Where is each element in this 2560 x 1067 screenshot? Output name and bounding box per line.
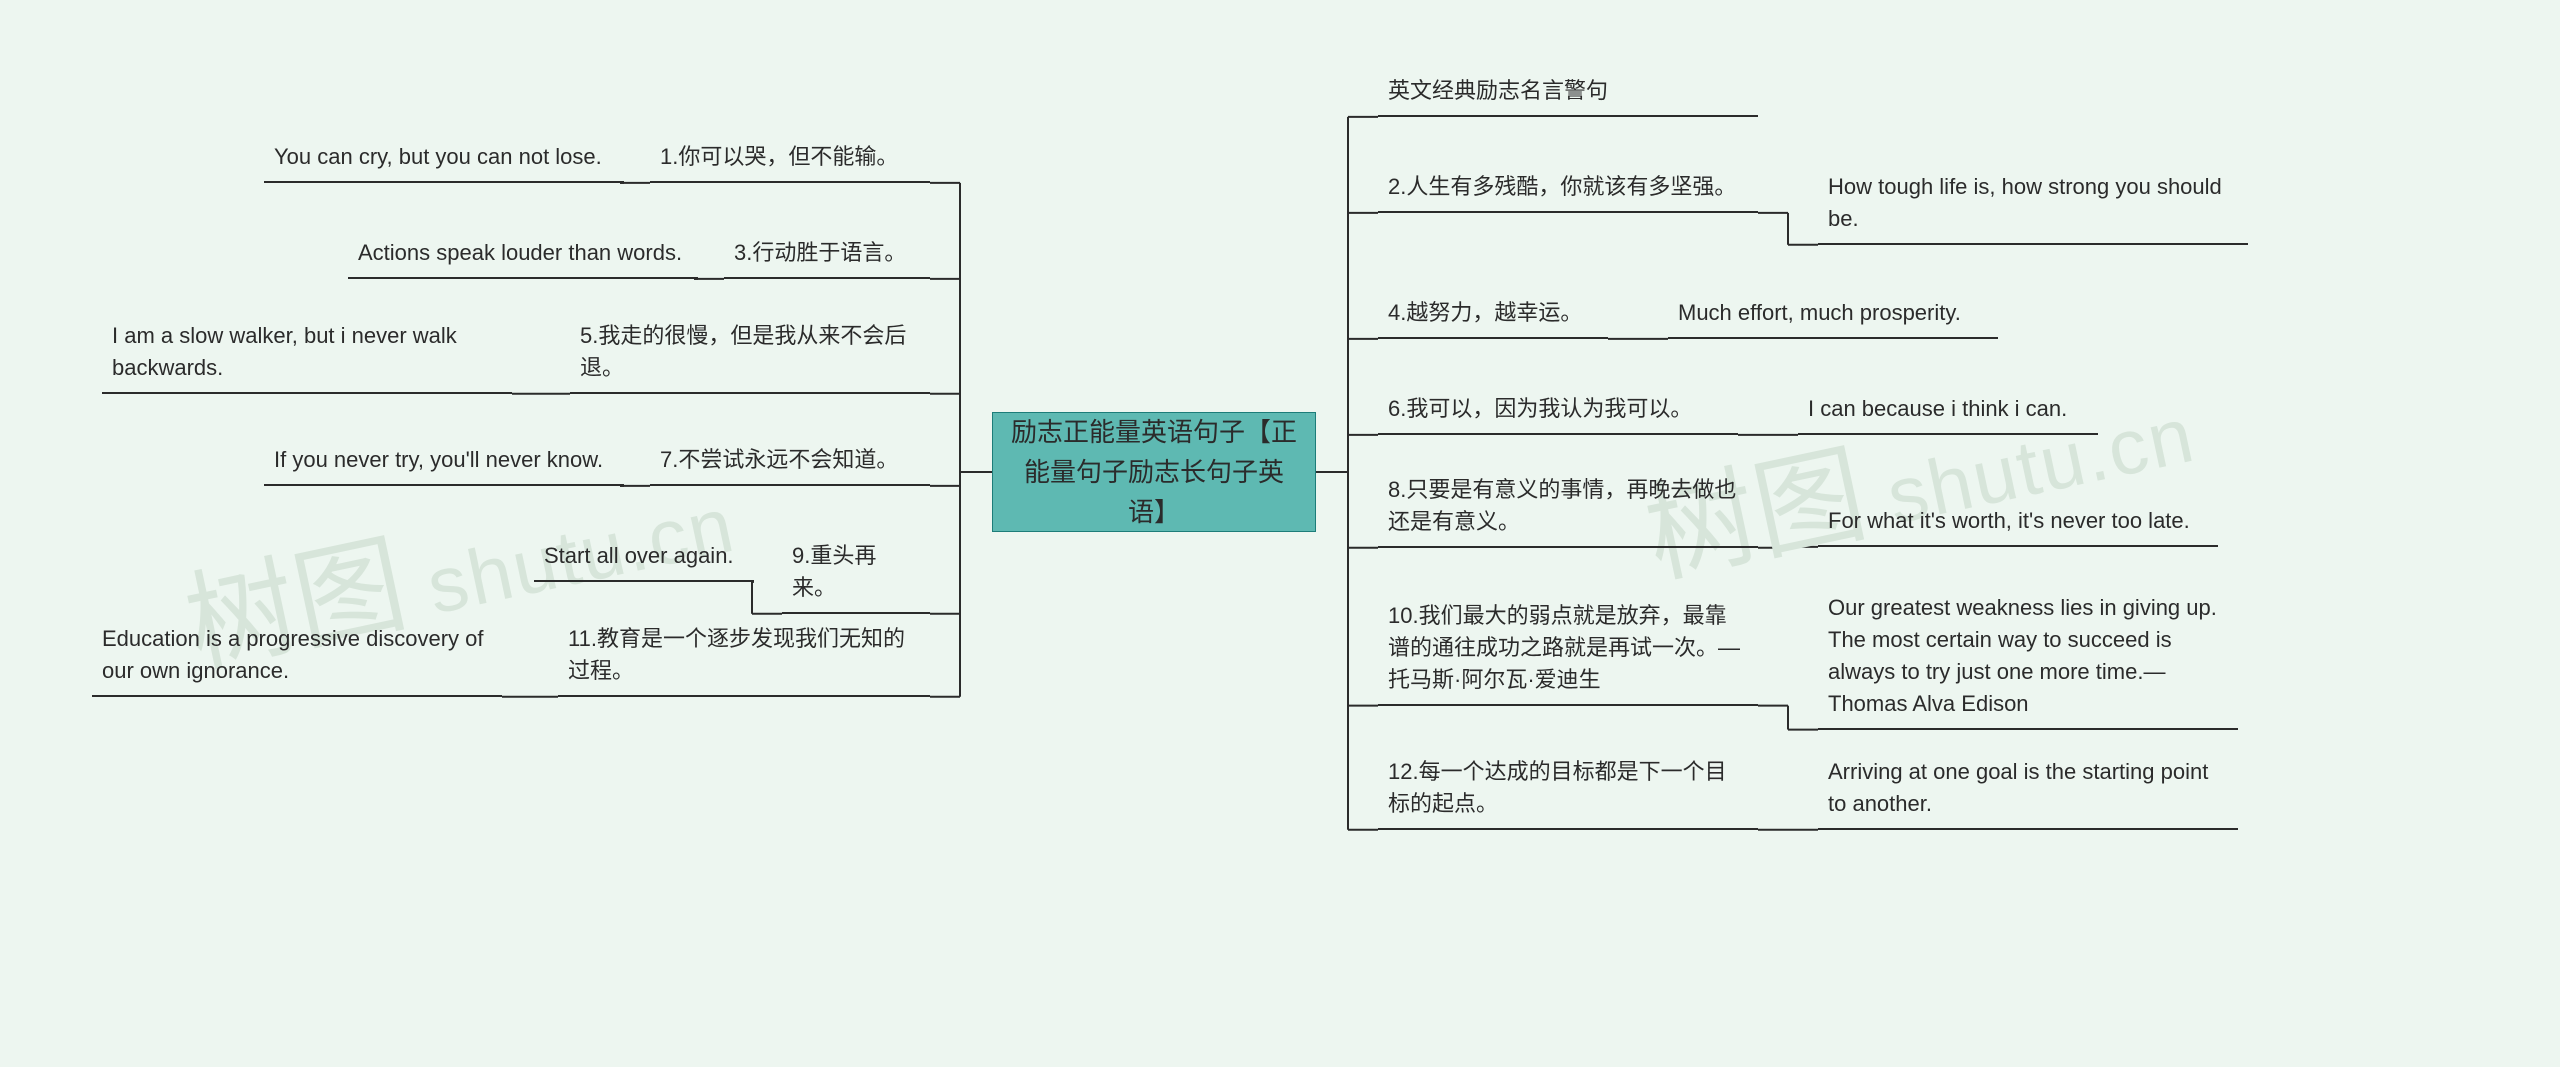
root-node[interactable]: 励志正能量英语句子【正能量句子励志长句子英语】 [992,412,1316,532]
left-node-2-en[interactable]: I am a slow walker, but i never walk bac… [102,314,512,394]
right-node-4-en[interactable]: For what it's worth, it's never too late… [1818,499,2218,547]
mindmap-stage: 树图 shutu.cn树图 shutu.cn励志正能量英语句子【正能量句子励志长… [0,0,2560,1067]
right-node-5-label: 10.我们最大的弱点就是放弃，最靠谱的通往成功之路就是再试一次。—托马斯·阿尔瓦… [1388,600,1748,696]
left-node-1[interactable]: 3.行动胜于语言。 [724,231,930,279]
left-node-2[interactable]: 5.我走的很慢，但是我从来不会后退。 [570,314,930,394]
right-node-3-label: 6.我可以，因为我认为我可以。 [1388,393,1692,425]
right-node-5[interactable]: 10.我们最大的弱点就是放弃，最靠谱的通往成功之路就是再试一次。—托马斯·阿尔瓦… [1378,594,1758,706]
left-node-5-en[interactable]: Education is a progressive discovery of … [92,617,502,697]
root-label: 励志正能量英语句子【正能量句子励志长句子英语】 [1007,412,1301,533]
left-node-3-label: 7.不尝试永远不会知道。 [660,444,920,476]
right-node-2[interactable]: 4.越努力，越幸运。 [1378,291,1608,339]
right-node-5-en-label: Our greatest weakness lies in giving up.… [1828,592,2228,720]
left-node-4[interactable]: 9.重头再来。 [782,534,930,614]
left-node-3-en[interactable]: If you never try, you'll never know. [264,438,624,486]
right-node-3-en[interactable]: I can because i think i can. [1798,387,2098,435]
left-node-3[interactable]: 7.不尝试永远不会知道。 [650,438,930,486]
left-node-1-en[interactable]: Actions speak louder than words. [348,231,698,279]
right-node-4-label: 8.只要是有意义的事情，再晚去做也还是有意义。 [1388,474,1748,538]
right-node-2-en[interactable]: Much effort, much prosperity. [1668,291,1998,339]
right-node-3[interactable]: 6.我可以，因为我认为我可以。 [1378,387,1738,435]
right-node-3-en-label: I can because i think i can. [1808,393,2067,425]
right-node-4-en-label: For what it's worth, it's never too late… [1828,505,2190,537]
left-node-0[interactable]: 1.你可以哭，但不能输。 [650,135,930,183]
right-node-1-label: 2.人生有多残酷，你就该有多坚强。 [1388,171,1736,203]
right-node-4[interactable]: 8.只要是有意义的事情，再晚去做也还是有意义。 [1378,468,1758,548]
left-node-5-en-label: Education is a progressive discovery of … [102,623,492,687]
left-node-5-label: 11.教育是一个逐步发现我们无知的过程。 [568,623,920,687]
right-node-0-label: 英文经典励志名言警句 [1388,75,1608,107]
left-node-0-label: 1.你可以哭，但不能输。 [660,141,920,173]
left-node-3-en-label: If you never try, you'll never know. [274,444,614,476]
left-node-2-label: 5.我走的很慢，但是我从来不会后退。 [580,320,920,384]
right-node-6[interactable]: 12.每一个达成的目标都是下一个目标的起点。 [1378,750,1758,830]
right-node-1-en-label: How tough life is, how strong you should… [1828,171,2238,235]
right-node-1-en[interactable]: How tough life is, how strong you should… [1818,165,2248,245]
right-node-6-en-label: Arriving at one goal is the starting poi… [1828,756,2228,820]
left-node-4-en[interactable]: Start all over again. [534,534,754,582]
left-node-1-label: 3.行动胜于语言。 [734,237,920,269]
right-node-6-en[interactable]: Arriving at one goal is the starting poi… [1818,750,2238,830]
left-node-0-en-label: You can cry, but you can not lose. [274,141,614,173]
right-node-6-label: 12.每一个达成的目标都是下一个目标的起点。 [1388,756,1748,820]
right-node-0[interactable]: 英文经典励志名言警句 [1378,69,1758,117]
right-node-2-en-label: Much effort, much prosperity. [1678,297,1961,329]
right-node-5-en[interactable]: Our greatest weakness lies in giving up.… [1818,586,2238,730]
right-node-2-label: 4.越努力，越幸运。 [1388,297,1582,329]
left-node-4-en-label: Start all over again. [544,540,744,572]
left-node-5[interactable]: 11.教育是一个逐步发现我们无知的过程。 [558,617,930,697]
left-node-4-label: 9.重头再来。 [792,540,920,604]
left-node-1-en-label: Actions speak louder than words. [358,237,688,269]
left-node-0-en[interactable]: You can cry, but you can not lose. [264,135,624,183]
left-node-2-en-label: I am a slow walker, but i never walk bac… [112,320,502,384]
right-node-1[interactable]: 2.人生有多残酷，你就该有多坚强。 [1378,165,1758,213]
